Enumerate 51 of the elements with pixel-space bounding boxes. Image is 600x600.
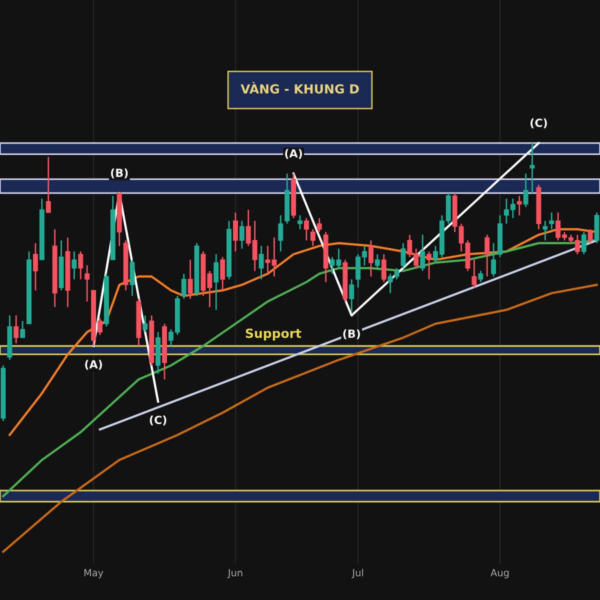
candlestick [298,214,302,230]
x-tick-label: Jun [227,569,242,578]
candlestick [426,250,432,280]
candlestick [381,254,386,283]
candlestick [523,172,528,208]
chart-title: VÀNG - KHUNG D [240,82,359,94]
candlestick [310,228,316,247]
candlestick [549,212,554,230]
candlestick [304,217,309,242]
annotation: (B) [343,329,360,340]
candlestick [33,242,38,292]
x-tick-label: Aug [490,569,509,578]
candlestick [349,278,354,314]
candlestick [14,314,19,344]
candlestick [516,195,522,216]
candlestick [491,242,496,278]
candlestick [478,270,484,283]
annotation: (C) [150,416,166,426]
candlestick [142,314,148,333]
x-tick-label: May [84,569,104,578]
candlestick [530,142,535,194]
candlestick [316,217,322,233]
x-tick-label: Jul [352,568,364,578]
candlestick [400,242,406,269]
candlestick [472,259,477,288]
candlestick [46,156,51,214]
annotation: (A) [85,360,102,370]
band-label: Support [246,328,302,340]
candlestick [72,250,77,280]
candlestick [588,228,593,244]
annotation: (B) [110,168,128,178]
candlestick [84,264,90,302]
candlestick [78,250,84,280]
candlestick [188,259,193,300]
candlestick [581,231,586,255]
candlestick [420,234,426,272]
candlestick [220,256,226,292]
candlestick [130,259,135,297]
candlestick [278,214,284,252]
annotation: (A) [285,148,302,159]
candlestick [368,240,374,278]
candlestick [214,254,219,311]
text: (C) [530,118,547,128]
candlestick [233,212,238,252]
candlestick [181,273,186,300]
candlestick [374,254,380,269]
candlestick [542,220,548,242]
candlestick [258,245,264,280]
candlestick [484,234,490,278]
candlestick [20,320,26,338]
candlestick [239,220,244,250]
